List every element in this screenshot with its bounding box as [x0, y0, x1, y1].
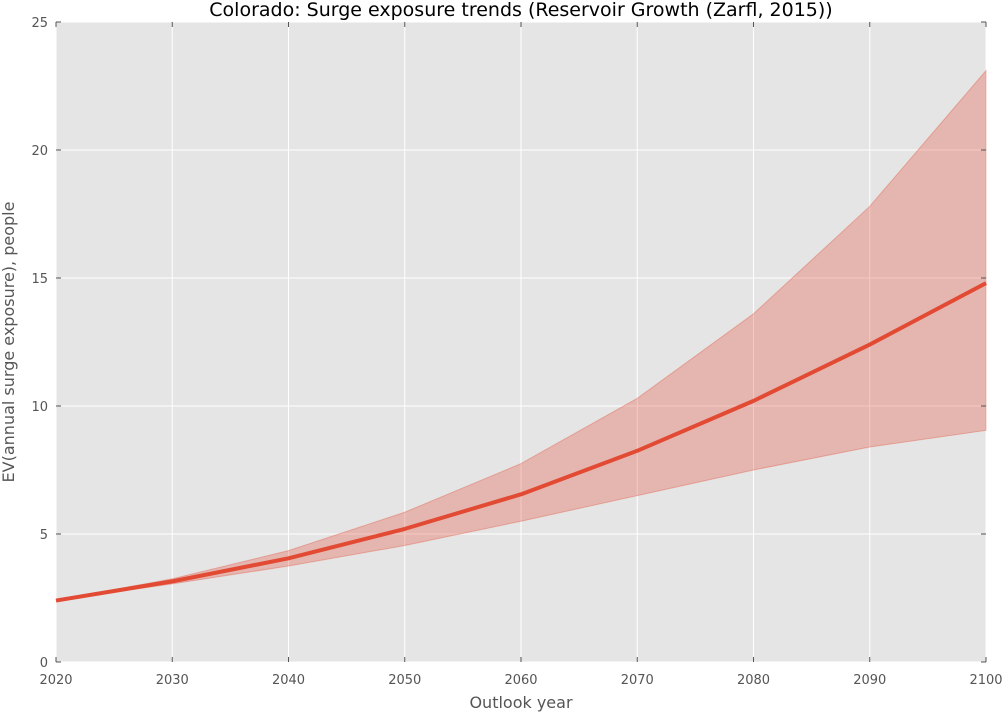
y-tick-label: 5 — [40, 528, 48, 543]
x-tick-label: 2100 — [969, 673, 1002, 688]
chart-title: Colorado: Surge exposure trends (Reservo… — [209, 0, 832, 21]
x-tick-label: 2070 — [621, 673, 654, 688]
x-tick-labels: 2020 2030 2040 2050 2060 2070 2080 2090 2100 — [39, 673, 1002, 688]
x-tick-label: 2060 — [504, 673, 537, 688]
uncertainty-band — [55, 69, 987, 602]
series-line — [55, 281, 987, 603]
y-tick-label: 25 — [31, 16, 48, 31]
axis-ticks — [55, 21, 987, 663]
x-tick-label: 2080 — [737, 673, 770, 688]
x-tick-label: 2020 — [39, 673, 72, 688]
y-tick-label: 0 — [40, 656, 48, 671]
x-tick-label: 2090 — [853, 673, 886, 688]
x-tick-label: 2050 — [388, 673, 421, 688]
y-tick-label: 10 — [31, 400, 48, 415]
x-tick-label: 2040 — [272, 673, 305, 688]
y-tick-labels: 0 5 10 15 20 25 — [31, 16, 48, 671]
x-axis-label: Outlook year — [469, 693, 573, 712]
y-axis-label: EV(annual surge exposure), people — [0, 202, 18, 483]
x-tick-label: 2030 — [156, 673, 189, 688]
y-tick-label: 15 — [31, 272, 48, 287]
y-tick-label: 20 — [31, 144, 48, 159]
